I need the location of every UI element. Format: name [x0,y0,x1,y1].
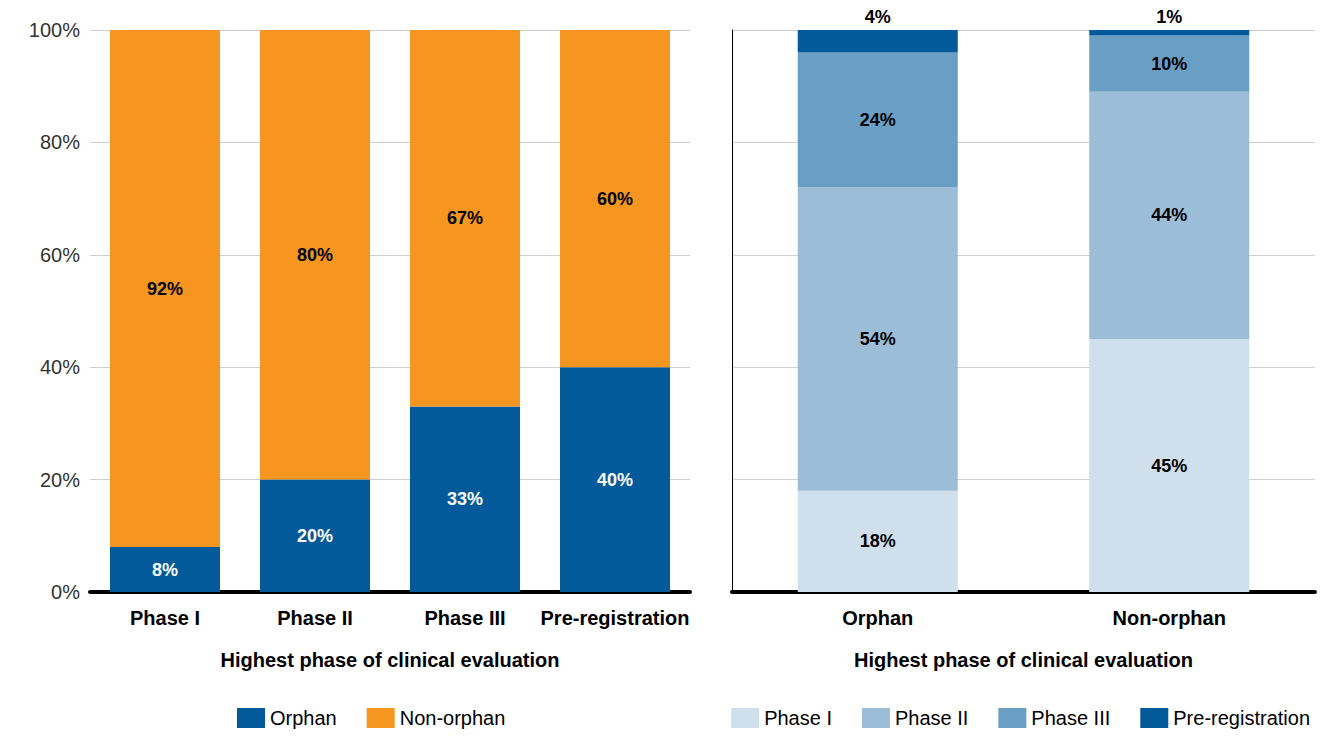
svg-text:80%: 80% [40,131,80,153]
svg-text:Orphan: Orphan [270,707,337,729]
svg-text:4%: 4% [865,7,891,27]
svg-text:Pre-registration: Pre-registration [1173,707,1310,729]
svg-text:18%: 18% [860,531,896,551]
svg-text:92%: 92% [147,279,183,299]
svg-text:80%: 80% [297,245,333,265]
svg-text:60%: 60% [597,189,633,209]
svg-text:Non-orphan: Non-orphan [400,707,506,729]
svg-text:Phase I: Phase I [764,707,832,729]
svg-text:45%: 45% [1151,456,1187,476]
svg-text:Phase II: Phase II [895,707,968,729]
svg-text:1%: 1% [1156,7,1182,27]
svg-text:0%: 0% [51,581,80,603]
svg-text:8%: 8% [152,560,178,580]
svg-text:20%: 20% [297,526,333,546]
svg-text:40%: 40% [40,356,80,378]
svg-text:Phase II: Phase II [277,607,353,629]
svg-text:100%: 100% [29,19,80,41]
svg-text:Phase III: Phase III [1031,707,1110,729]
svg-text:20%: 20% [40,469,80,491]
svg-text:Orphan: Orphan [842,607,913,629]
svg-text:Phase III: Phase III [424,607,505,629]
svg-text:Non-orphan: Non-orphan [1113,607,1226,629]
svg-text:54%: 54% [860,329,896,349]
svg-text:44%: 44% [1151,205,1187,225]
svg-text:24%: 24% [860,110,896,130]
svg-text:33%: 33% [447,489,483,509]
svg-text:10%: 10% [1151,54,1187,74]
svg-text:40%: 40% [597,470,633,490]
svg-text:Highest phase of clinical eval: Highest phase of clinical evaluation [221,649,560,671]
svg-text:67%: 67% [447,208,483,228]
svg-text:60%: 60% [40,244,80,266]
svg-text:Phase I: Phase I [130,607,200,629]
svg-text:Highest phase of clinical eval: Highest phase of clinical evaluation [854,649,1193,671]
svg-text:Pre-registration: Pre-registration [541,607,690,629]
